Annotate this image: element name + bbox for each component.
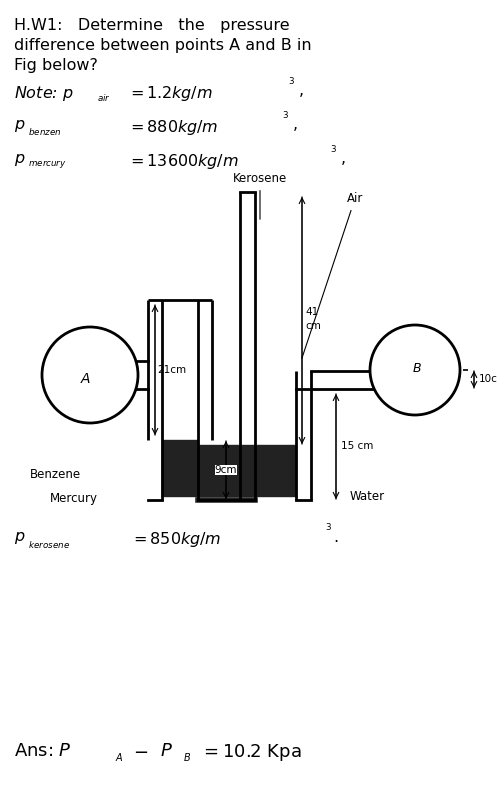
Text: Water: Water [350, 490, 385, 503]
Text: $.$: $.$ [333, 530, 338, 545]
Text: Benzene: Benzene [30, 468, 81, 481]
Text: $p$: $p$ [14, 530, 25, 546]
Text: $= 1.2kg/m$: $= 1.2kg/m$ [127, 84, 213, 103]
Text: $_{mercury}$: $_{mercury}$ [28, 158, 67, 171]
Text: Air: Air [302, 192, 363, 358]
Polygon shape [198, 445, 255, 496]
Text: A: A [80, 372, 90, 386]
Circle shape [370, 325, 460, 415]
Text: cm: cm [305, 321, 321, 331]
Text: $P$: $P$ [160, 742, 173, 760]
Text: $= 13600kg/m$: $= 13600kg/m$ [127, 152, 239, 171]
Text: B: B [413, 362, 421, 374]
Text: $,$: $,$ [292, 118, 298, 133]
Text: $= 850kg/m$: $= 850kg/m$ [130, 530, 222, 549]
Text: Fig below?: Fig below? [14, 58, 98, 73]
Text: $p$: $p$ [14, 118, 25, 134]
Text: $,$: $,$ [340, 152, 345, 167]
Text: H.W1:   Determine   the   pressure: H.W1: Determine the pressure [14, 18, 290, 33]
Text: $^3$: $^3$ [325, 523, 332, 536]
Text: $^3$: $^3$ [330, 145, 337, 158]
Text: 41: 41 [305, 307, 318, 317]
Text: $_{B}$: $_{B}$ [183, 750, 191, 764]
Text: $p$: $p$ [14, 152, 25, 168]
Text: 21cm: 21cm [157, 365, 186, 375]
Text: $^3$: $^3$ [288, 77, 295, 90]
Text: Kerosene: Kerosene [233, 172, 287, 219]
Text: Mercury: Mercury [50, 492, 98, 505]
Text: Note: $p$: Note: $p$ [14, 84, 74, 103]
Text: difference between points A and B in: difference between points A and B in [14, 38, 312, 53]
Polygon shape [162, 440, 198, 496]
Text: $_{kerosene}$: $_{kerosene}$ [28, 537, 70, 550]
Polygon shape [255, 445, 296, 496]
Circle shape [42, 327, 138, 423]
Text: $-$: $-$ [133, 742, 148, 760]
Text: $=10.2$ Kpa: $=10.2$ Kpa [200, 742, 302, 763]
Text: $^3$: $^3$ [282, 111, 289, 124]
Text: 15 cm: 15 cm [341, 441, 373, 451]
Text: $_{A}$: $_{A}$ [115, 750, 124, 764]
Text: $_{benzen}$: $_{benzen}$ [28, 124, 62, 137]
Text: 9cm: 9cm [215, 465, 237, 475]
Text: $= 880kg/m$: $= 880kg/m$ [127, 118, 219, 137]
Text: Ans: $P$: Ans: $P$ [14, 742, 72, 760]
Text: 10cm: 10cm [479, 374, 497, 384]
Text: $_{air}$: $_{air}$ [97, 90, 111, 103]
Text: $,$: $,$ [298, 84, 304, 99]
